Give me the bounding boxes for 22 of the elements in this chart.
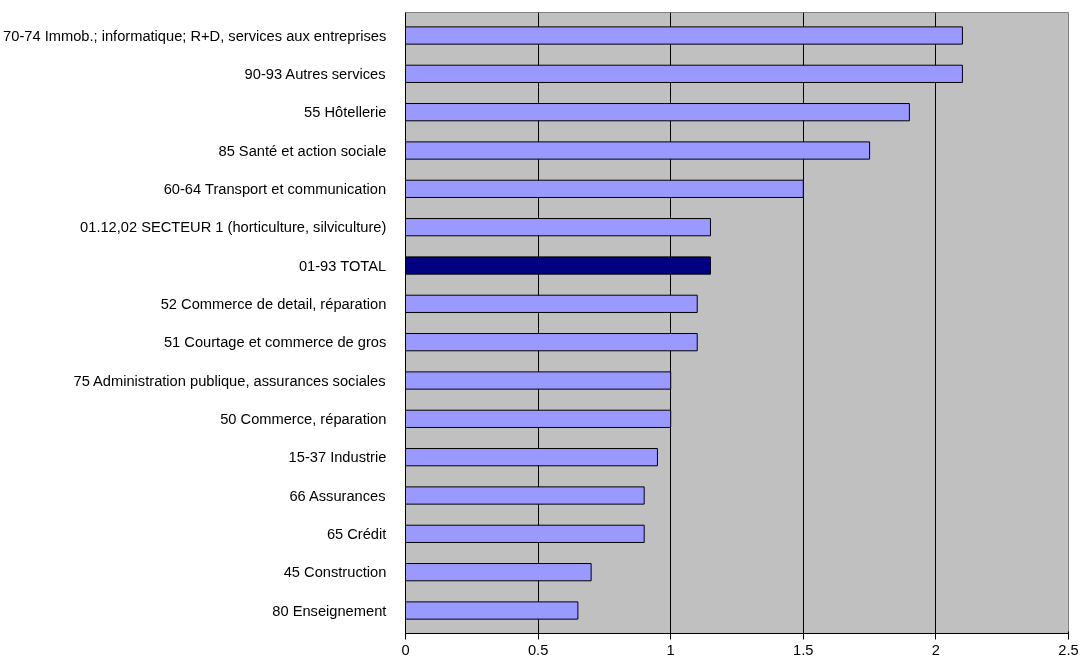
y-tick-label: 75 Administration publique, assurances sociales (73, 372, 386, 389)
y-tick-label: 66 Assurances (289, 487, 386, 504)
y-tick-label: 55 Hôtellerie (304, 104, 387, 121)
y-tick-label: 90-93 Autres services (244, 65, 386, 82)
y-tick-label: 50 Commerce, réparation (220, 410, 387, 427)
y-tick-label: 51 Courtage et commerce de gros (163, 334, 387, 351)
x-tick-label: 2.5 (1058, 641, 1079, 657)
x-tick-label: 0 (401, 641, 410, 657)
x-tick-label: 1 (666, 641, 675, 657)
x-tick-label: 1.5 (793, 641, 814, 657)
y-tick-label: 52 Commerce de detail, réparation (160, 295, 387, 312)
x-tick-label: 2 (931, 641, 940, 657)
y-tick-label: 01-93 TOTAL (298, 257, 387, 274)
y-tick-label: 15-37 Industrie (288, 449, 387, 466)
y-tick-label: 80 Enseignement (272, 602, 387, 619)
y-tick-label: 85 Santé et action sociale (218, 142, 387, 159)
y-tick-label: 70-74 Immob.; informatique; R+D, services aux entreprises (3, 27, 387, 44)
y-tick-label: 60-64 Transport et communication (163, 180, 387, 197)
y-tick-label: 65 Crédit (326, 525, 387, 542)
y-tick-label: 01.12,02 SECTEUR 1 (horticulture, silviculture) (80, 219, 387, 236)
y-tick-label: 45 Construction (283, 564, 387, 581)
x-tick-label: 0.5 (527, 641, 549, 657)
